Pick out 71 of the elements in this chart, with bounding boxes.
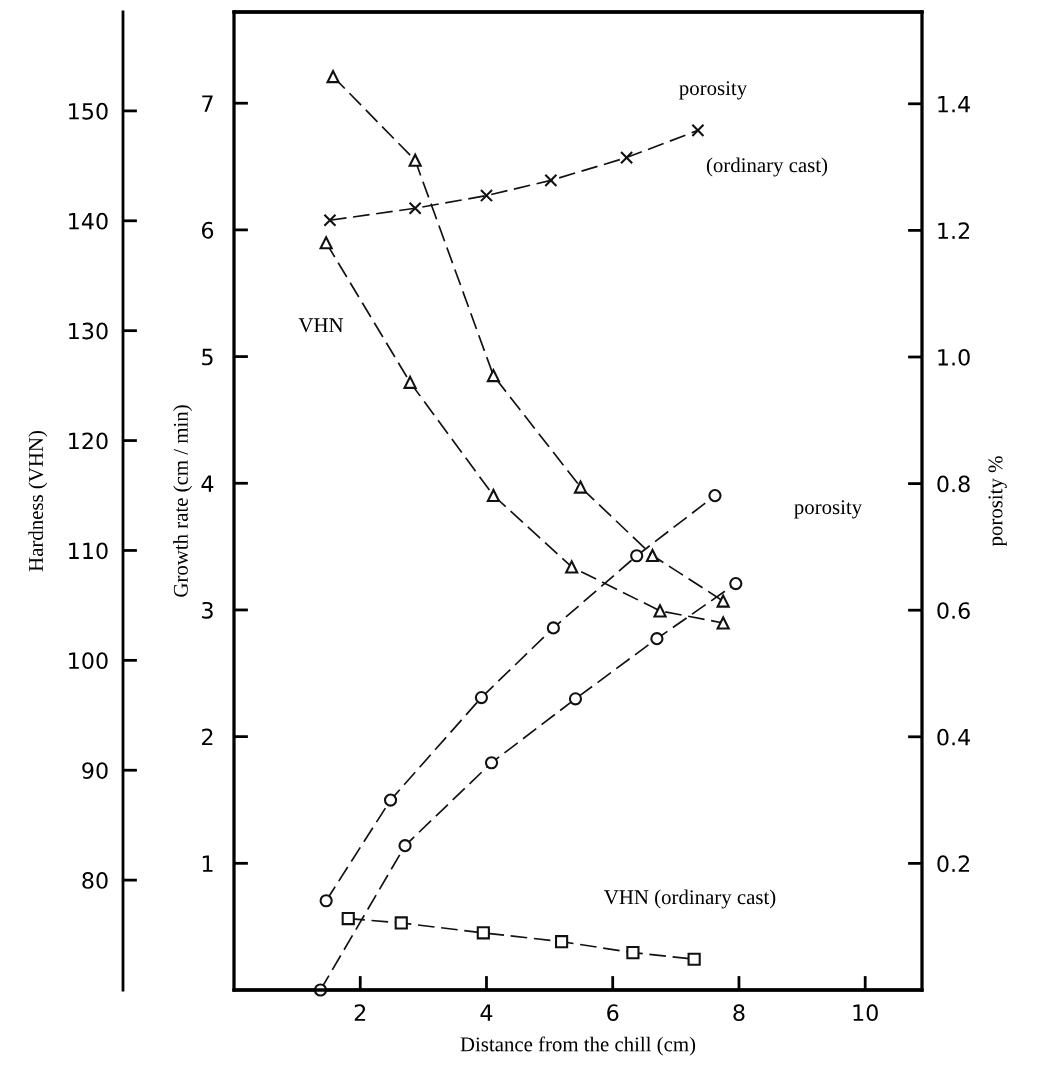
y-tick-label: 2 [202,728,213,746]
y3-tick-label: 150 [69,102,108,120]
y-tick-label: 6 [201,221,214,239]
point [573,480,588,494]
annotation: porosity [794,500,863,519]
y2-tick-label: 1.2 [938,222,969,239]
point [476,926,490,940]
point [408,153,422,167]
x-tick-label: 2 [354,1004,366,1021]
point [653,604,667,618]
point [650,632,664,646]
point [383,793,398,807]
y3-tick-label: 140 [69,212,108,230]
point [486,368,501,383]
point [474,690,489,705]
point [486,488,501,503]
y3-tick-label: 100 [69,652,108,670]
point [403,375,417,389]
x-tick-label: 6 [607,1004,619,1022]
y-axis-title: Growth rate (cm / min) [173,405,193,597]
point [626,946,640,960]
point [645,548,660,563]
y3-tick-label: 110 [69,542,108,560]
point [326,70,340,84]
point [620,151,634,165]
x-tick-label: 8 [733,1004,745,1022]
y-tick-label: 4 [201,475,214,492]
y3-tick-label: 90 [82,762,108,779]
point [546,621,560,635]
point [544,173,558,187]
point [554,935,569,949]
y2-tick-label: 0.4 [937,728,970,746]
y3-tick-label: 80 [82,872,108,889]
y2-tick-label: 0.2 [937,855,969,873]
y-tick-label: 7 [202,95,213,112]
annotation: porosity [679,81,748,100]
y3-axis-title: Hardness (VHN) [28,431,48,572]
annotation: (ordinary cast) [706,157,828,177]
y3-tick-label: 130 [69,322,108,340]
x-axis-title: Distance from the chill (cm) [460,1036,696,1056]
y2-tick-label: 1.4 [938,96,970,113]
point [687,952,701,966]
point [319,894,333,908]
point [708,489,722,503]
point [323,213,337,227]
y-tick-label: 1 [202,855,213,872]
point [716,594,730,608]
point [565,560,579,574]
y2-axis-title: porosity % [988,456,1007,547]
x-tick-label: 10 [853,1004,878,1022]
point [341,911,355,926]
y3-tick-label: 120 [69,432,108,450]
point [394,916,408,930]
y-tick-label: 5 [202,348,213,366]
point [568,692,583,706]
annotation: VHN [298,318,344,333]
y2-tick-label: 1.0 [938,348,970,366]
y2-tick-label: 0.8 [937,475,970,493]
point [319,236,333,250]
point [691,123,705,137]
point [398,839,412,853]
point [484,756,499,770]
point [630,549,644,563]
y2-tick-label: 0.6 [937,602,970,619]
point [716,616,730,630]
point [408,201,422,215]
point [729,577,743,591]
annotation: VHN (ordinary cast) [604,889,776,909]
y-tick-label: 3 [202,601,213,619]
point [479,188,494,203]
x-tick-label: 4 [480,1004,493,1021]
